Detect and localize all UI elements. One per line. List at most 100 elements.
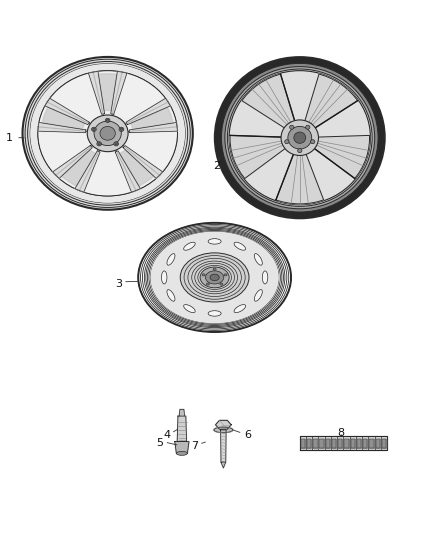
Polygon shape: [123, 146, 162, 179]
Ellipse shape: [162, 271, 167, 284]
Polygon shape: [42, 107, 85, 130]
Polygon shape: [221, 430, 226, 462]
Ellipse shape: [262, 271, 268, 284]
Ellipse shape: [87, 115, 128, 152]
Ellipse shape: [22, 57, 193, 210]
Text: 3: 3: [115, 279, 122, 289]
Text: 7: 7: [191, 440, 198, 450]
Polygon shape: [375, 439, 380, 448]
Polygon shape: [111, 71, 127, 114]
Polygon shape: [332, 439, 336, 448]
Polygon shape: [126, 98, 170, 125]
Ellipse shape: [288, 126, 312, 149]
Ellipse shape: [224, 274, 227, 276]
Polygon shape: [313, 439, 318, 448]
Ellipse shape: [213, 268, 216, 270]
Polygon shape: [215, 421, 231, 429]
Text: 5: 5: [156, 438, 163, 448]
Ellipse shape: [38, 71, 177, 196]
Ellipse shape: [114, 142, 119, 146]
Ellipse shape: [100, 126, 115, 140]
Ellipse shape: [167, 254, 175, 265]
Polygon shape: [369, 439, 374, 448]
Polygon shape: [276, 153, 324, 204]
Ellipse shape: [38, 71, 177, 196]
Ellipse shape: [234, 242, 246, 250]
Ellipse shape: [281, 120, 318, 156]
Polygon shape: [75, 151, 100, 192]
Polygon shape: [230, 135, 286, 179]
Ellipse shape: [234, 304, 246, 313]
Ellipse shape: [97, 142, 102, 146]
Polygon shape: [61, 150, 95, 186]
Ellipse shape: [210, 274, 219, 281]
Polygon shape: [53, 146, 92, 179]
Ellipse shape: [184, 304, 195, 313]
Polygon shape: [363, 439, 367, 448]
Polygon shape: [45, 98, 89, 125]
Ellipse shape: [285, 140, 289, 144]
Ellipse shape: [94, 121, 121, 146]
Ellipse shape: [254, 254, 262, 265]
Polygon shape: [88, 71, 105, 114]
Ellipse shape: [205, 271, 224, 284]
Ellipse shape: [227, 69, 372, 206]
Polygon shape: [344, 439, 349, 448]
Ellipse shape: [202, 274, 205, 276]
Polygon shape: [175, 441, 189, 454]
Ellipse shape: [92, 127, 96, 132]
Ellipse shape: [206, 283, 209, 285]
Polygon shape: [357, 439, 361, 448]
Polygon shape: [382, 439, 386, 448]
Polygon shape: [304, 74, 358, 128]
Ellipse shape: [105, 118, 110, 123]
Ellipse shape: [254, 289, 262, 301]
Polygon shape: [38, 123, 86, 133]
Polygon shape: [242, 74, 295, 128]
Ellipse shape: [214, 427, 233, 433]
Ellipse shape: [208, 239, 221, 244]
Ellipse shape: [177, 451, 187, 455]
Ellipse shape: [229, 71, 371, 205]
Ellipse shape: [184, 242, 195, 250]
Text: 4: 4: [163, 430, 170, 440]
Polygon shape: [130, 123, 177, 133]
Text: 2: 2: [213, 161, 220, 171]
Ellipse shape: [311, 140, 315, 144]
Polygon shape: [177, 416, 187, 441]
Ellipse shape: [98, 143, 100, 145]
Ellipse shape: [294, 132, 306, 143]
Text: 1: 1: [6, 133, 13, 143]
Ellipse shape: [200, 267, 229, 288]
Ellipse shape: [298, 149, 302, 152]
Ellipse shape: [225, 67, 374, 209]
Polygon shape: [338, 439, 343, 448]
Ellipse shape: [215, 57, 385, 219]
Ellipse shape: [208, 311, 221, 316]
Polygon shape: [99, 74, 117, 111]
Polygon shape: [300, 437, 387, 450]
Ellipse shape: [167, 289, 175, 301]
Ellipse shape: [120, 128, 123, 131]
Ellipse shape: [106, 119, 109, 122]
Ellipse shape: [115, 143, 117, 145]
Polygon shape: [120, 150, 154, 186]
Ellipse shape: [306, 125, 310, 130]
Polygon shape: [313, 135, 370, 179]
Ellipse shape: [180, 253, 249, 302]
Ellipse shape: [119, 127, 124, 132]
Polygon shape: [307, 439, 311, 448]
Text: 8: 8: [338, 429, 345, 438]
Text: 6: 6: [244, 430, 251, 440]
Polygon shape: [326, 439, 330, 448]
Polygon shape: [115, 151, 141, 192]
Polygon shape: [179, 409, 185, 416]
Ellipse shape: [92, 128, 95, 131]
Polygon shape: [221, 462, 226, 468]
Ellipse shape: [222, 63, 378, 212]
Polygon shape: [350, 439, 355, 448]
Polygon shape: [301, 439, 305, 448]
Ellipse shape: [220, 283, 223, 285]
Ellipse shape: [150, 231, 279, 323]
Ellipse shape: [30, 64, 185, 203]
